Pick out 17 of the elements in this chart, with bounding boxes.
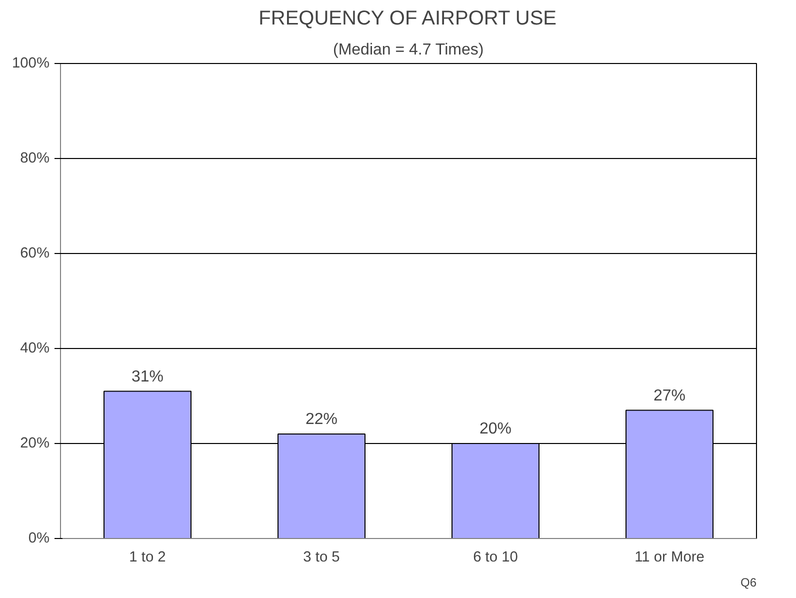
- chart-subtitle: (Median = 4.7 Times): [332, 42, 484, 58]
- x-tick-label: 6 to 10: [473, 550, 518, 566]
- x-tick-label: 1 to 2: [129, 550, 166, 566]
- text: Q6: [740, 576, 757, 590]
- y-tick-label: 60%: [20, 246, 50, 262]
- y-tick-label: 100%: [12, 56, 50, 72]
- x-tick-label: 3 to 5: [303, 550, 340, 566]
- data-label: 27%: [653, 387, 686, 404]
- data-label: 20%: [479, 420, 512, 438]
- data-label: 22%: [305, 411, 338, 428]
- y-tick-label: 40%: [20, 340, 50, 356]
- data-label: 31%: [131, 368, 164, 386]
- y-tick-label: 0%: [28, 530, 50, 546]
- y-tick-label: 80%: [20, 150, 50, 166]
- x-tick-label: 11 or More: [634, 550, 704, 566]
- y-tick-label: 20%: [20, 436, 50, 452]
- chart-title: FREQUENCY OF AIRPORT USE: [258, 8, 557, 30]
